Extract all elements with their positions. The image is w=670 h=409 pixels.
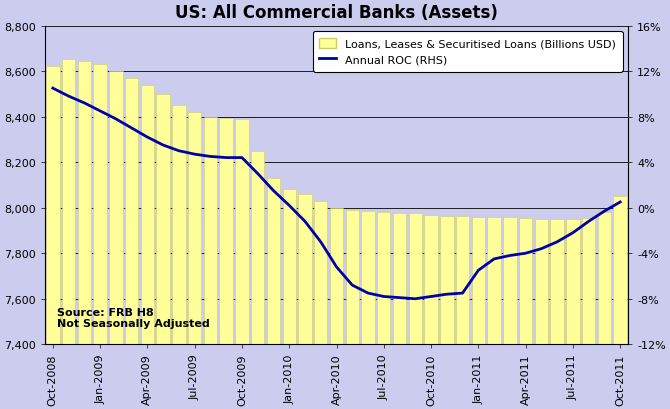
Bar: [298, 195, 312, 409]
Bar: [566, 220, 580, 409]
Bar: [125, 79, 138, 409]
Bar: [172, 106, 186, 409]
Bar: [614, 197, 627, 409]
Bar: [93, 65, 107, 409]
Bar: [267, 179, 280, 409]
Bar: [314, 201, 328, 409]
Bar: [188, 113, 202, 409]
Bar: [156, 94, 170, 409]
Bar: [424, 215, 438, 409]
Bar: [440, 216, 454, 409]
Legend: Loans, Leases & Securitised Loans (Billions USD), Annual ROC (RHS): Loans, Leases & Securitised Loans (Billi…: [313, 32, 622, 72]
Bar: [283, 190, 296, 409]
Bar: [487, 217, 500, 409]
Bar: [78, 62, 91, 409]
Bar: [346, 211, 359, 409]
Bar: [551, 220, 564, 409]
Bar: [235, 119, 249, 409]
Bar: [220, 119, 233, 409]
Bar: [582, 218, 596, 409]
Bar: [519, 218, 533, 409]
Bar: [393, 214, 406, 409]
Title: US: All Commercial Banks (Assets): US: All Commercial Banks (Assets): [175, 4, 498, 22]
Bar: [377, 213, 391, 409]
Bar: [361, 211, 375, 409]
Text: Source: FRB H8
Not Seasonally Adjusted: Source: FRB H8 Not Seasonally Adjusted: [56, 307, 209, 328]
Bar: [46, 67, 60, 409]
Bar: [472, 217, 485, 409]
Bar: [141, 85, 154, 409]
Bar: [330, 208, 343, 409]
Bar: [62, 59, 75, 409]
Bar: [204, 117, 217, 409]
Bar: [456, 216, 469, 409]
Bar: [409, 214, 422, 409]
Bar: [109, 72, 123, 409]
Bar: [251, 151, 265, 409]
Bar: [503, 217, 517, 409]
Bar: [598, 213, 611, 409]
Bar: [535, 220, 548, 409]
